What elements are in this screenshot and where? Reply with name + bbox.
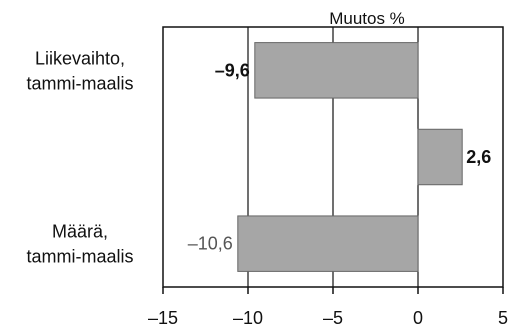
x-tick-label-1: –10 bbox=[233, 308, 263, 328]
data-label-0: –9,6 bbox=[215, 60, 250, 80]
x-axis-ticks: –15 –10 –5 0 5 bbox=[148, 287, 508, 328]
x-tick-label-3: 0 bbox=[413, 308, 423, 328]
x-tick-label-2: –5 bbox=[323, 308, 343, 328]
bar-0 bbox=[254, 42, 419, 99]
x-tick-label-0: –15 bbox=[148, 308, 178, 328]
data-labels: –9,6 2,6 –10,6 bbox=[188, 60, 491, 253]
data-label-1: 2,6 bbox=[466, 147, 491, 167]
data-label-2: –10,6 bbox=[188, 234, 233, 254]
bar-2 bbox=[237, 215, 419, 272]
category-labels: Liikevaihto, tammi-maalis Määrä, tammi-maal… bbox=[26, 48, 133, 266]
bar-1 bbox=[417, 128, 463, 186]
category-label-2-line1: Määrä, bbox=[52, 222, 108, 242]
chart-title: Muutos % bbox=[329, 9, 405, 28]
category-label-2-line2: tammi-maalis bbox=[26, 247, 133, 267]
category-label-0-line1: Liikevaihto, bbox=[35, 48, 125, 68]
category-label-0-line2: tammi-maalis bbox=[26, 73, 133, 93]
x-tick-label-4: 5 bbox=[498, 308, 508, 328]
bars bbox=[237, 42, 463, 272]
